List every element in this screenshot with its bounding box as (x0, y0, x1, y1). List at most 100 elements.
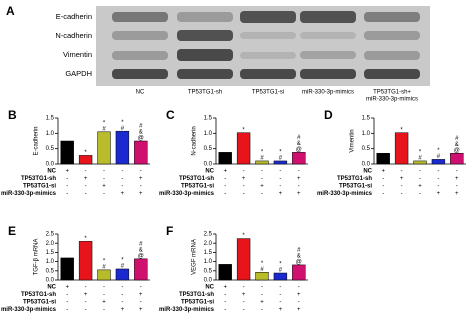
condition-sign: - (243, 169, 245, 175)
condition-sign: - (261, 169, 263, 175)
condition-sign: - (66, 300, 68, 306)
condition-sign: + (381, 169, 385, 175)
condition-sign: - (419, 191, 421, 197)
condition-sign: + (242, 292, 246, 298)
condition-sign: - (382, 184, 384, 190)
condition-sign: - (224, 184, 226, 190)
significance-mark: & (455, 142, 459, 148)
y-tick-label: 1.0 (362, 131, 371, 137)
bar (255, 272, 269, 281)
bar (78, 241, 93, 281)
condition-sign: + (279, 307, 283, 313)
condition-sign: + (297, 292, 301, 298)
condition-sign: - (279, 285, 281, 291)
condition-label: NC (363, 169, 372, 175)
significance-mark: # (102, 126, 106, 132)
condition-sign: + (102, 300, 106, 306)
condition-sign: - (298, 300, 300, 306)
condition-label: TP53TG1-sh (179, 292, 214, 298)
condition-sign: + (102, 184, 106, 190)
y-tick-label: 2.5 (46, 232, 55, 238)
y-tick-label: 0.5 (204, 268, 213, 274)
condition-sign: - (103, 307, 105, 313)
condition-label: TP53TG1-sh (21, 292, 56, 298)
condition-sign: + (297, 176, 301, 182)
condition-sign: - (437, 176, 439, 182)
bar (60, 257, 74, 281)
y-tick-label: 1.5 (46, 250, 55, 256)
condition-sign: - (121, 285, 123, 291)
bar (218, 264, 232, 281)
significance-mark: * (419, 150, 422, 156)
condition-sign: - (121, 184, 123, 190)
y-tick-label: 1.0 (204, 259, 213, 265)
condition-sign: - (298, 169, 300, 175)
condition-sign: - (298, 184, 300, 190)
significance-mark: * (121, 120, 124, 126)
significance-mark: # (139, 241, 143, 247)
condition-sign: - (85, 300, 87, 306)
blot: A E-cadherin N-cadherin Vimentin GAPDH N… (6, 4, 430, 103)
significance-mark: # (279, 156, 283, 162)
bar (97, 269, 111, 281)
y-tick-label: 1.0 (46, 131, 55, 137)
condition-sign: - (419, 176, 421, 182)
condition-sign: - (401, 169, 403, 175)
bar (115, 268, 130, 281)
bands (112, 11, 420, 79)
bar (255, 160, 269, 165)
row-label: GAPDH (65, 69, 92, 78)
significance-mark: # (260, 267, 264, 273)
y-tick-label: 0.5 (204, 146, 213, 152)
condition-sign: - (437, 184, 439, 190)
significance-mark: * (84, 236, 87, 242)
condition-label: miR-330-3p-mimics (317, 191, 373, 197)
condition-sign: + (260, 184, 264, 190)
condition-sign: - (121, 176, 123, 182)
bar (236, 132, 251, 165)
bar (115, 130, 130, 165)
condition-sign: - (279, 184, 281, 190)
condition-sign: - (103, 285, 105, 291)
lane-label: TP53TG1-sh (188, 90, 222, 96)
condition-label: miR-330-3p-mimics (159, 307, 215, 313)
condition-sign: - (66, 292, 68, 298)
significance-mark: * (103, 120, 106, 126)
significance-mark: * (242, 127, 245, 133)
significance-mark: * (84, 150, 87, 156)
y-tick-label: 0.0 (204, 162, 213, 168)
panel-letter: A (6, 4, 15, 18)
significance-mark: # (102, 264, 106, 270)
significance-mark: # (418, 156, 422, 162)
condition-sign: - (121, 169, 123, 175)
significance-mark: @ (138, 253, 144, 259)
condition-sign: - (261, 191, 263, 197)
condition-sign: - (85, 307, 87, 313)
condition-sign: - (279, 169, 281, 175)
significance-mark: # (121, 264, 125, 270)
panel-letter: D (324, 108, 333, 122)
significance-mark: * (261, 261, 264, 267)
y-tick-label: 0.0 (46, 278, 55, 284)
bar (450, 153, 464, 165)
significance-mark: & (297, 141, 301, 147)
lane-label: NC (136, 90, 145, 96)
condition-sign: + (65, 169, 69, 175)
condition-label: miR-330-3p-mimics (1, 307, 57, 313)
panel-letter: E (8, 224, 16, 238)
significance-mark: # (455, 136, 459, 142)
condition-sign: - (140, 300, 142, 306)
y-tick-label: 0.0 (362, 162, 371, 168)
y-tick-label: 0.5 (46, 268, 55, 274)
row-label: E-cadherin (56, 12, 92, 21)
bar (273, 160, 288, 165)
y-axis-label: E-cadherin (34, 126, 40, 155)
condition-sign: - (456, 184, 458, 190)
y-tick-label: 0.5 (362, 146, 371, 152)
row-label: Vimentin (63, 50, 92, 59)
condition-sign: - (437, 169, 439, 175)
condition-sign: - (382, 191, 384, 197)
bar (236, 238, 251, 281)
condition-sign: - (224, 300, 226, 306)
y-axis-label: Vimentin (350, 129, 356, 152)
